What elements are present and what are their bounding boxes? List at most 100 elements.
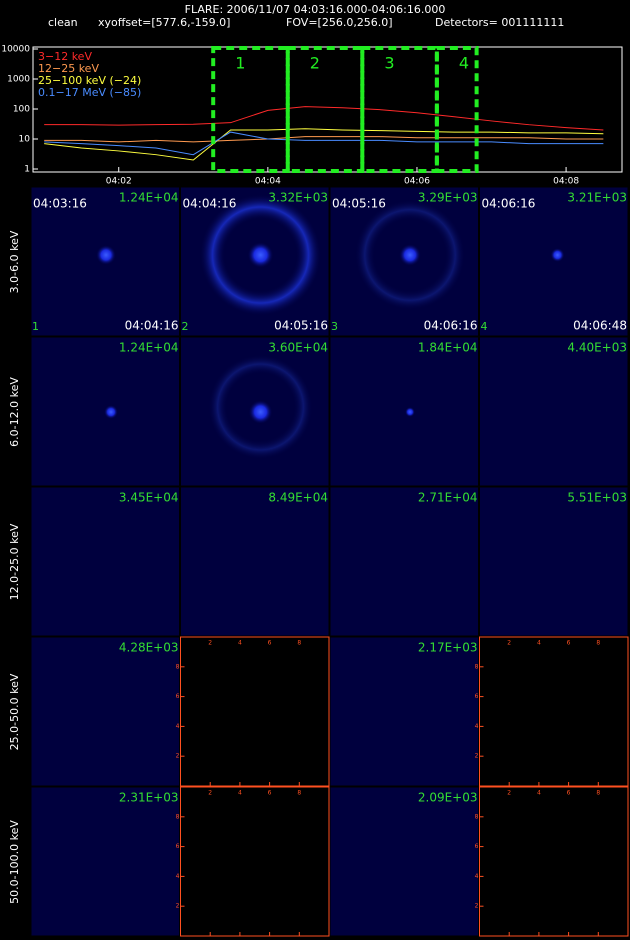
- legend-entry: 25−100 keV (−24): [38, 74, 141, 87]
- interval-label: 1: [235, 54, 245, 73]
- panel-end: 04:06:48: [573, 319, 627, 333]
- image-panel: [30, 636, 180, 787]
- legend-entry: 12−25 keV: [38, 62, 99, 75]
- panel-y-tick-label: 2: [176, 903, 180, 910]
- empty-panel: [180, 636, 330, 787]
- panel-start: 04:05:16: [332, 197, 386, 211]
- image-panel: [329, 336, 479, 487]
- panel-x-tick-label: 8: [297, 790, 301, 797]
- panel-max: 4.40E+03: [567, 341, 627, 355]
- panel-start: 04:03:16: [33, 197, 87, 211]
- panel-y-tick-label: 8: [176, 813, 180, 820]
- panel-end: 04:04:16: [125, 319, 179, 333]
- x-tick-label: 04:08: [553, 177, 579, 187]
- y-tick-label: 10000: [1, 45, 30, 55]
- x-tick-label: 04:06: [404, 177, 430, 187]
- panel-max: 1.24E+04: [119, 191, 179, 205]
- panel-x-tick-label: 8: [596, 640, 600, 647]
- xyoffset: xyoffset=[577.6,-159.0]: [98, 16, 230, 29]
- panel-start: 04:04:16: [183, 197, 237, 211]
- row-label: 3.0-6.0 keV: [8, 230, 21, 293]
- source: [96, 245, 116, 265]
- y-tick-label: 10: [19, 135, 31, 145]
- panel-x-tick-label: 4: [537, 790, 541, 797]
- panel-max: 3.29E+03: [418, 191, 478, 205]
- source: [247, 242, 274, 268]
- panel-max: 1.84E+04: [418, 341, 478, 355]
- panel-max: 8.49E+04: [268, 491, 328, 505]
- row-label: 12.0-25.0 keV: [8, 523, 21, 600]
- source: [104, 405, 118, 419]
- source: [405, 407, 415, 417]
- panel-max: 3.21E+03: [567, 191, 627, 205]
- y-tick-label: 100: [13, 105, 30, 115]
- panel-y-tick-label: 6: [475, 693, 479, 700]
- plot-frame: [32, 46, 623, 173]
- panel-x-tick-label: 2: [507, 640, 511, 647]
- panel-index: 4: [481, 320, 488, 333]
- row-label: 25.0-50.0 keV: [8, 673, 21, 750]
- panel-index: 1: [32, 320, 39, 333]
- panel-x-tick-label: 6: [268, 640, 272, 647]
- empty-panel: [180, 786, 330, 937]
- source: [248, 400, 273, 424]
- image-panel: [30, 786, 180, 937]
- panel-max: 4.28E+03: [119, 641, 179, 655]
- interval-label: 4: [459, 54, 469, 73]
- image-panel: [329, 786, 479, 937]
- y-tick-label: 1000: [7, 75, 30, 85]
- panel-y-tick-label: 4: [475, 873, 479, 880]
- panel-x-tick-label: 6: [567, 640, 571, 647]
- panel-y-tick-label: 4: [176, 723, 180, 730]
- panel-x-tick-label: 4: [238, 790, 242, 797]
- panel-x-tick-label: 8: [596, 790, 600, 797]
- y-tick-label: 1: [24, 165, 30, 175]
- panel-y-tick-label: 4: [475, 723, 479, 730]
- panel-max: 3.45E+04: [119, 491, 179, 505]
- interval-label: 2: [310, 54, 320, 73]
- panel-x-tick-label: 2: [507, 790, 511, 797]
- legend-entry: 3−12 keV: [38, 50, 92, 63]
- panel-y-tick-label: 6: [475, 843, 479, 850]
- x-tick-label: 04:04: [255, 177, 281, 187]
- panel-max: 3.60E+04: [268, 341, 328, 355]
- panel-max: 2.71E+04: [418, 491, 478, 505]
- source: [399, 244, 421, 266]
- series-line: [44, 106, 604, 131]
- detectors: Detectors= 001111111: [435, 16, 564, 29]
- fov: FOV=[256.0,256.0]: [286, 16, 393, 29]
- panel-x-tick-label: 6: [268, 790, 272, 797]
- panel-x-tick-label: 2: [208, 640, 212, 647]
- time-interval: [434, 46, 479, 173]
- panel-end: 04:05:16: [274, 319, 328, 333]
- row-label: 50.0-100.0 keV: [8, 820, 21, 904]
- panel-y-tick-label: 2: [475, 753, 479, 760]
- row-label: 6.0-12.0 keV: [8, 377, 21, 447]
- image-panel: [329, 636, 479, 787]
- panel-x-tick-label: 4: [537, 640, 541, 647]
- legend-entry: 0.1−17 MeV (−85): [38, 86, 141, 99]
- image-panel: [479, 486, 629, 637]
- panel-max: 3.32E+03: [268, 191, 328, 205]
- panel-max: 2.17E+03: [418, 641, 478, 655]
- panel-y-tick-label: 8: [176, 663, 180, 670]
- time-interval: [285, 46, 365, 173]
- title: FLARE: 2006/11/07 04:03:16.000-04:06:16.…: [185, 3, 446, 16]
- panel-max: 2.31E+03: [119, 791, 179, 805]
- series-line: [44, 136, 604, 143]
- series-line: [44, 131, 604, 156]
- empty-panel: [479, 786, 629, 937]
- image-panel: [180, 486, 330, 637]
- x-tick-label: 04:02: [106, 177, 132, 187]
- panel-start: 04:06:16: [482, 197, 536, 211]
- panel-x-tick-label: 4: [238, 640, 242, 647]
- time-interval: [211, 46, 290, 173]
- panel-x-tick-label: 2: [208, 790, 212, 797]
- panel-y-tick-label: 4: [176, 873, 180, 880]
- panel-x-tick-label: 6: [567, 790, 571, 797]
- image-panel: [479, 186, 629, 337]
- panel-max: 2.09E+03: [418, 791, 478, 805]
- panel-y-tick-label: 2: [475, 903, 479, 910]
